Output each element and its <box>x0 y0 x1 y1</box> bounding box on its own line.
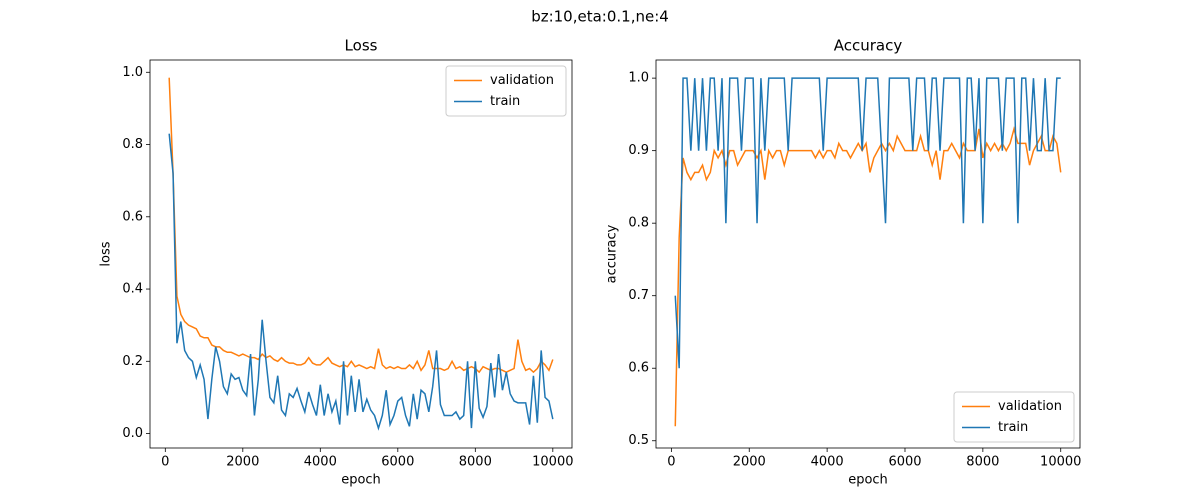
x-tick-label: 6000 <box>888 455 921 470</box>
y-axis-label: loss <box>99 241 114 266</box>
x-tick-label: 2000 <box>733 455 766 470</box>
x-tick-label: 10000 <box>1040 455 1081 470</box>
x-axis-label: epoch <box>341 473 381 488</box>
axes-frame <box>655 59 1081 449</box>
legend-box <box>953 391 1075 443</box>
legend-label: validation <box>998 399 1062 414</box>
x-tick-label: 8000 <box>966 455 999 470</box>
y-tick-label: 0.8 <box>628 216 649 231</box>
y-tick-label: 0.9 <box>628 143 649 158</box>
legend-label: validation <box>490 73 554 88</box>
y-tick-label: 0.4 <box>122 282 143 297</box>
y-tick-label: 0.6 <box>628 361 649 376</box>
y-tick-label: 0.7 <box>628 288 649 303</box>
x-tick-label: 4000 <box>811 455 844 470</box>
y-tick-label: 0.8 <box>122 137 143 152</box>
y-tick-label: 1.0 <box>628 71 649 86</box>
y-tick-label: 0.5 <box>628 433 649 448</box>
legend-label: train <box>490 94 520 109</box>
x-tick-label: 4000 <box>304 455 337 470</box>
series-line <box>674 126 1062 427</box>
x-tick-label: 6000 <box>381 455 414 470</box>
y-tick-label: 0.2 <box>122 354 143 369</box>
axes-title: Loss <box>345 37 378 55</box>
x-tick-label: 10000 <box>532 455 573 470</box>
x-axis-label: epoch <box>848 473 888 488</box>
legend-label: train <box>998 420 1028 435</box>
x-tick-label: 0 <box>161 455 169 470</box>
axes-frame <box>149 59 573 449</box>
y-tick-label: 1.0 <box>122 65 143 80</box>
x-tick-label: 8000 <box>459 455 492 470</box>
series-line <box>674 77 1061 369</box>
legend-box <box>445 65 567 117</box>
x-tick-label: 0 <box>667 455 675 470</box>
y-tick-label: 0.0 <box>122 426 143 441</box>
axes-title: Accuracy <box>834 37 903 55</box>
series-line <box>168 133 554 431</box>
x-tick-label: 2000 <box>226 455 259 470</box>
y-axis-label: accuracy <box>605 224 620 283</box>
figure-title: bz:10,eta:0.1,ne:4 <box>531 8 669 26</box>
y-tick-label: 0.6 <box>122 209 143 224</box>
series-line <box>168 77 554 374</box>
